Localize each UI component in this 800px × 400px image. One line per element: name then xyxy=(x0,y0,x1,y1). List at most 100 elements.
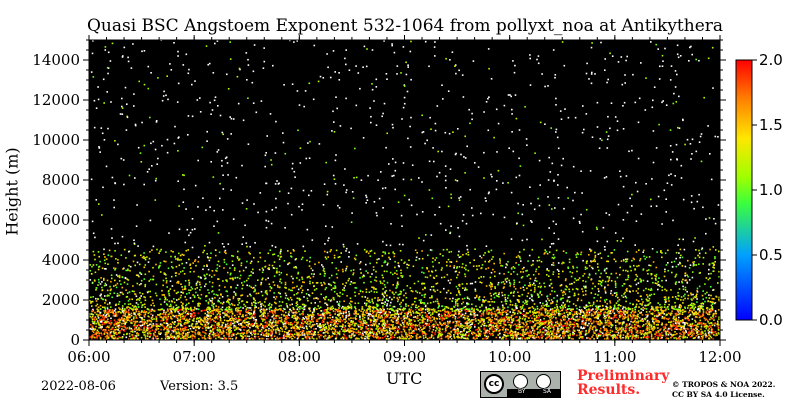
data-point xyxy=(421,314,424,317)
data-point xyxy=(691,322,694,325)
data-point xyxy=(238,309,240,312)
data-point xyxy=(561,313,563,315)
data-point xyxy=(631,330,633,333)
data-point xyxy=(227,327,229,330)
data-point xyxy=(130,338,132,340)
data-point xyxy=(336,325,338,328)
data-point xyxy=(564,332,566,334)
data-point xyxy=(413,330,415,332)
data-point xyxy=(400,338,403,341)
data-point xyxy=(383,333,385,335)
data-point xyxy=(709,309,712,312)
data-point xyxy=(658,333,660,335)
data-point xyxy=(287,330,290,333)
data-point xyxy=(392,318,395,320)
data-point xyxy=(464,312,467,315)
data-point xyxy=(207,315,210,317)
data-point xyxy=(429,337,431,339)
data-point xyxy=(212,336,215,338)
data-point xyxy=(267,315,269,317)
data-point xyxy=(235,328,238,330)
data-point xyxy=(92,326,94,329)
data-point xyxy=(616,337,619,339)
data-point xyxy=(526,327,528,329)
data-point xyxy=(122,322,125,325)
data-point xyxy=(208,312,211,314)
data-point xyxy=(607,317,610,319)
data-point xyxy=(350,320,353,322)
data-point xyxy=(375,314,378,316)
data-point xyxy=(460,315,462,318)
data-point xyxy=(684,323,686,326)
data-point xyxy=(711,330,714,333)
data-point xyxy=(198,320,200,323)
data-point xyxy=(533,337,535,340)
data-point xyxy=(502,322,505,325)
data-point xyxy=(539,324,542,327)
data-point xyxy=(202,331,204,333)
data-point xyxy=(656,337,659,340)
data-point xyxy=(529,321,531,324)
data-point xyxy=(331,327,334,329)
data-point xyxy=(324,337,326,340)
data-point xyxy=(621,326,623,329)
data-point xyxy=(445,317,447,319)
data-point xyxy=(134,330,136,333)
data-point xyxy=(93,322,96,325)
data-point xyxy=(579,336,582,338)
data-point xyxy=(702,332,704,335)
data-point xyxy=(130,320,133,322)
data-point xyxy=(444,326,447,329)
data-point xyxy=(216,332,218,334)
data-point xyxy=(562,327,564,330)
data-point xyxy=(491,322,494,324)
data-point xyxy=(519,337,522,339)
data-point xyxy=(460,325,462,327)
data-point xyxy=(650,312,652,315)
data-point xyxy=(473,315,476,317)
data-point xyxy=(635,334,638,337)
data-point xyxy=(674,313,677,315)
data-point xyxy=(627,314,630,316)
data-point xyxy=(111,335,114,337)
data-point xyxy=(151,325,153,327)
data-point xyxy=(553,336,555,338)
data-point xyxy=(138,314,140,317)
data-point xyxy=(510,316,512,319)
data-point xyxy=(154,324,157,326)
data-point xyxy=(437,336,439,339)
data-point xyxy=(577,326,580,328)
data-point xyxy=(428,316,430,318)
data-point xyxy=(635,331,638,334)
data-point xyxy=(157,308,160,311)
data-point xyxy=(655,334,658,336)
data-point xyxy=(342,312,345,315)
data-point xyxy=(423,327,426,329)
data-point xyxy=(250,323,252,326)
data-point xyxy=(555,324,557,326)
data-point xyxy=(499,322,502,325)
data-point xyxy=(382,323,385,325)
data-point xyxy=(657,320,659,322)
data-point xyxy=(220,319,222,322)
data-point xyxy=(625,311,627,314)
data-point xyxy=(134,322,136,325)
data-point xyxy=(114,329,117,331)
data-point xyxy=(465,334,468,337)
data-point xyxy=(117,329,119,331)
data-point xyxy=(272,313,275,316)
data-point xyxy=(220,333,223,335)
data-point xyxy=(338,320,340,323)
data-point xyxy=(190,314,192,317)
data-point xyxy=(416,324,419,327)
data-point xyxy=(165,317,167,320)
data-point xyxy=(123,314,125,317)
data-point xyxy=(610,323,612,325)
data-point xyxy=(583,323,585,326)
data-point xyxy=(120,325,123,328)
data-point xyxy=(110,331,113,333)
data-point xyxy=(396,318,398,320)
data-point xyxy=(216,323,218,325)
data-point xyxy=(429,319,431,322)
data-point xyxy=(318,317,320,320)
